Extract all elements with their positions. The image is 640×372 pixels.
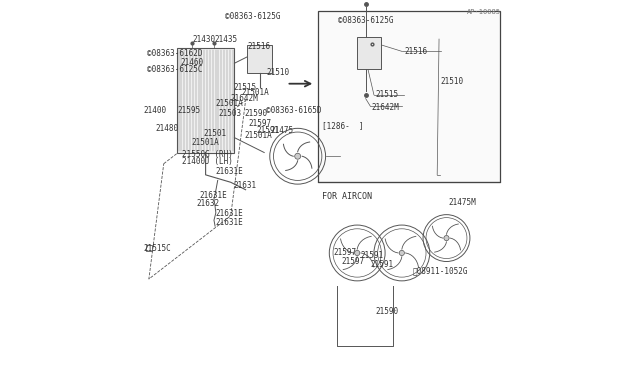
- Text: 21501A: 21501A: [242, 88, 269, 97]
- Text: 21631E: 21631E: [215, 218, 243, 227]
- Circle shape: [355, 250, 360, 256]
- Bar: [248, 45, 271, 73]
- Text: 21631E: 21631E: [215, 209, 243, 218]
- Text: ©08363-6125C: ©08363-6125C: [147, 65, 202, 74]
- Text: 21400: 21400: [143, 106, 166, 115]
- Circle shape: [294, 153, 301, 159]
- Text: 21550G (RH): 21550G (RH): [182, 150, 232, 159]
- Text: 21591: 21591: [360, 251, 383, 260]
- Text: 21516: 21516: [405, 47, 428, 56]
- Text: ©08363-6125G: ©08363-6125G: [338, 16, 394, 25]
- Text: 21595: 21595: [178, 106, 201, 115]
- Text: 21631: 21631: [234, 181, 257, 190]
- Text: 21597: 21597: [248, 119, 272, 128]
- Text: 21515C: 21515C: [143, 244, 171, 253]
- Text: 21501A: 21501A: [191, 138, 220, 147]
- Bar: [177, 48, 234, 153]
- Circle shape: [399, 250, 404, 256]
- Text: 21475M: 21475M: [449, 198, 476, 207]
- Text: 21460: 21460: [180, 58, 204, 67]
- Text: [1286-  ]: [1286- ]: [322, 121, 364, 130]
- Bar: [357, 37, 381, 69]
- Text: 21642M: 21642M: [371, 103, 399, 112]
- Text: 21590: 21590: [375, 307, 398, 316]
- Text: 21591: 21591: [370, 260, 394, 269]
- Text: ⓝ08911-1052G: ⓝ08911-1052G: [412, 266, 468, 275]
- Text: 21501: 21501: [204, 129, 227, 138]
- Text: 21503: 21503: [219, 109, 242, 118]
- Text: 21475: 21475: [271, 126, 294, 135]
- Text: 21435: 21435: [214, 35, 237, 44]
- Text: ©08363-6165D: ©08363-6165D: [266, 106, 321, 115]
- Text: 21430: 21430: [193, 35, 216, 44]
- Text: 21400J (LH): 21400J (LH): [182, 157, 232, 166]
- Text: 21516: 21516: [248, 42, 271, 51]
- Text: 21597: 21597: [342, 257, 365, 266]
- Text: 21631E: 21631E: [215, 167, 243, 176]
- Text: 21480: 21480: [156, 124, 179, 133]
- Text: 21501A: 21501A: [245, 131, 273, 140]
- Text: 21515: 21515: [234, 83, 257, 92]
- Text: 21591: 21591: [256, 126, 279, 135]
- Text: 21515: 21515: [375, 90, 398, 99]
- Text: AP·10085: AP·10085: [467, 9, 500, 15]
- Text: ©08363-6162D: ©08363-6162D: [147, 49, 202, 58]
- Text: 21597: 21597: [333, 248, 356, 257]
- Text: 21631E: 21631E: [199, 191, 227, 200]
- Text: 21632: 21632: [196, 199, 220, 208]
- Bar: [318, 11, 500, 182]
- Text: 21510: 21510: [266, 68, 289, 77]
- Text: FOR AIRCON: FOR AIRCON: [322, 192, 372, 201]
- Text: 21510: 21510: [441, 77, 464, 86]
- Text: 21642M: 21642M: [230, 94, 258, 103]
- Text: 21590: 21590: [245, 109, 268, 118]
- Circle shape: [444, 235, 449, 241]
- Text: 21501A: 21501A: [216, 99, 244, 108]
- Text: ©08363-6125G: ©08363-6125G: [225, 12, 280, 21]
